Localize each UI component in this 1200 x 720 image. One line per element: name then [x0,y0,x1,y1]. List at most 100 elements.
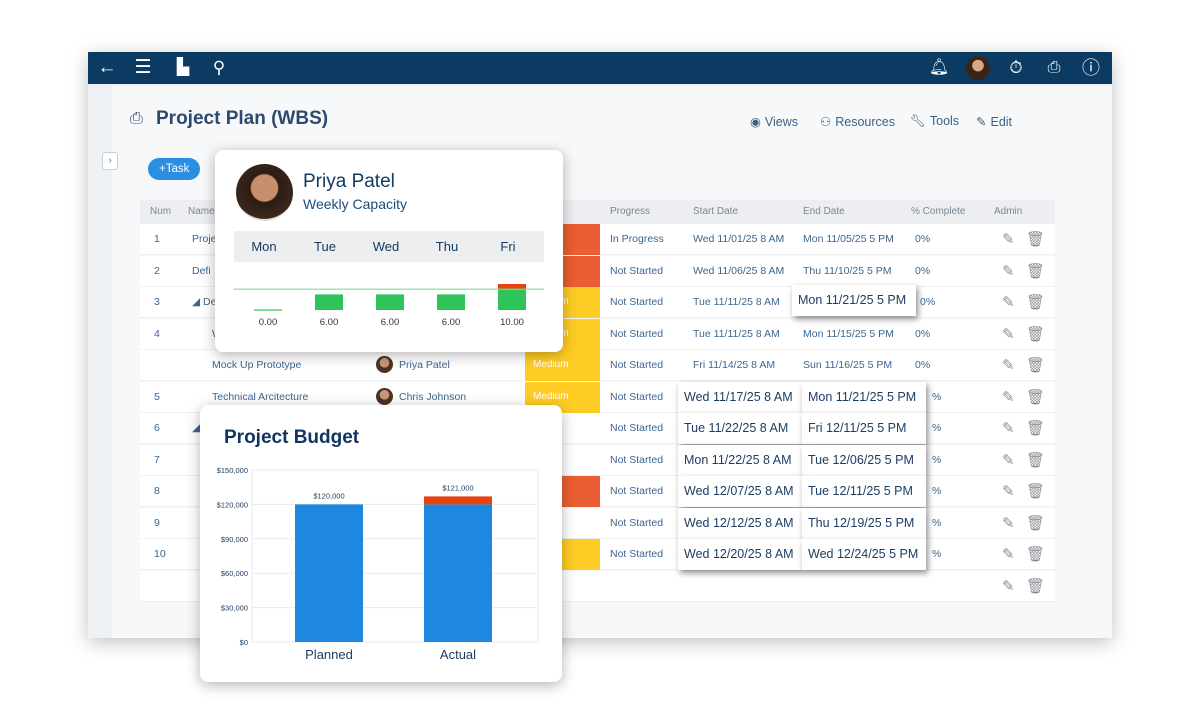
task-name[interactable]: Mock Up Prototype [212,359,302,371]
delete-icon[interactable]: 🗑︎ [1026,388,1046,406]
end-date-popped[interactable]: Tue 12/06/25 5 PM [802,444,926,476]
pct-complete: % [932,390,942,403]
header-name[interactable]: Name [188,206,215,217]
pct-complete: % [932,516,942,529]
action-resources[interactable]: ⚇ Resources [820,114,895,129]
edit-icon[interactable]: ✎ [1002,483,1015,500]
avatar [236,164,293,221]
start-date[interactable]: Wed 11/06/25 8 AM [693,264,785,277]
action-edit[interactable]: ✎ Edit [976,114,1012,129]
edit-icon[interactable]: ✎ [1002,577,1015,595]
pct-complete: 0% [915,233,931,245]
resource-name[interactable]: Chris Johnson [399,390,467,403]
edit-icon[interactable]: ✎ [1002,420,1015,437]
overload-bar [498,284,526,290]
pct-complete: 0% [915,359,931,371]
stopwatch-icon[interactable]: ⏱︎ [1009,58,1023,77]
search-icon[interactable]: ⚲ [212,58,226,77]
y-tick-label: $60,000 [221,569,248,578]
day-tue: Tue [314,239,336,254]
delete-icon[interactable]: 🗑︎ [1026,577,1046,595]
start-date[interactable]: Tue 11/11/25 8 AM [693,327,780,340]
edit-icon[interactable]: ✎ [1002,514,1015,532]
edit-icon[interactable]: ✎ [1002,262,1015,280]
bell-icon[interactable]: 🔔︎ [928,59,950,76]
start-date[interactable]: Fri 11/14/25 8 AM [693,359,776,371]
day-header: Mon Tue Wed Thu Fri [234,231,544,262]
delete-icon[interactable]: 🗑︎ [1026,514,1046,532]
action-label: Edit [990,115,1013,129]
action-views[interactable]: ◉ Views [750,114,798,129]
end-date[interactable]: Thu 11/10/25 5 PM [803,264,892,277]
start-date-popped[interactable]: Wed 12/07/25 8 AM [678,476,802,507]
edit-icon[interactable]: ✎ [1002,357,1015,374]
day-fri: Fri [500,239,516,254]
end-date-popped[interactable]: Tue 12/11/25 5 PM [802,476,926,507]
delete-icon[interactable]: 🗑︎ [1026,546,1046,563]
progress-status: Not Started [610,264,664,277]
edit-icon[interactable]: ✎ [1002,325,1015,343]
header-start-date[interactable]: Start Date [693,206,739,217]
end-date-popped[interactable]: Mon 11/21/25 5 PM [792,285,916,316]
hours-label: 0.00 [259,317,278,328]
start-date[interactable]: Wed 11/01/25 8 AM [693,233,785,245]
header-admin[interactable]: Admin [994,206,1023,217]
hours-label: 6.00 [442,317,461,328]
table-row[interactable]: Mock Up Prototype Priya Patel Medium Not St… [140,350,1055,381]
progress-status: Not Started [610,359,664,371]
resource-name[interactable]: Priya Patel [399,359,450,371]
edit-icon[interactable]: ✎ [1002,388,1015,406]
capacity-bar [437,294,465,310]
end-date-popped[interactable]: Wed 12/24/25 5 PM [802,539,926,570]
bar-planned [295,504,363,642]
start-date-popped[interactable]: Wed 12/20/25 8 AM [678,539,802,570]
end-date-popped[interactable]: Mon 11/21/25 5 PM [802,381,926,413]
day-wed: Wed [372,239,400,254]
delete-icon[interactable]: 🗑︎ [1026,262,1046,280]
add-task-button[interactable]: +Task [148,158,201,180]
edit-icon[interactable]: ✎ [1002,231,1015,248]
start-date-popped[interactable]: Wed 11/17/25 8 AM [678,381,802,413]
end-date-popped[interactable]: Fri 12/11/25 5 PM [802,413,926,444]
end-date[interactable]: Mon 11/05/25 5 PM [803,233,894,245]
edit-icon[interactable]: ✎ [1002,451,1015,469]
delete-icon[interactable]: 🗑︎ [1026,325,1046,343]
row-num: 4 [154,327,160,340]
task-name[interactable]: ◢ De [192,296,217,308]
end-date[interactable]: Sun 11/16/25 5 PM [803,359,893,371]
header-pct-complete[interactable]: % Complete [911,206,966,217]
edit-icon[interactable]: ✎ [1002,546,1015,563]
header-end-date[interactable]: End Date [803,206,845,217]
delete-icon[interactable]: 🗑︎ [1026,294,1046,311]
pct-complete: % [932,548,942,560]
delete-icon[interactable]: 🗑︎ [1026,231,1046,248]
edit-icon[interactable]: ✎ [1002,294,1015,311]
start-date-popped[interactable]: Tue 11/22/25 8 AM [678,413,802,444]
delete-icon[interactable]: 🗑︎ [1026,420,1046,437]
header-progress[interactable]: Progress [610,206,651,217]
task-name[interactable]: Technical Arcitecture [212,390,309,403]
row-num: 3 [154,296,160,308]
action-tools[interactable]: 🔧︎ Tools [910,114,959,129]
delete-icon[interactable]: 🗑︎ [1026,483,1046,500]
user-avatar[interactable] [966,56,990,80]
delete-icon[interactable]: 🗑︎ [1026,357,1046,374]
task-name[interactable]: Proje [192,233,217,245]
delete-icon[interactable]: 🗑︎ [1026,451,1046,469]
task-name[interactable]: Defi [192,264,211,277]
end-date-popped[interactable]: Thu 12/19/25 5 PM [802,507,926,539]
print-icon[interactable]: ⎙ [1047,59,1061,76]
progress-status: Not Started [610,453,664,466]
start-date-popped[interactable]: Wed 12/12/25 8 AM [678,507,802,539]
back-arrow-icon[interactable]: ← [97,57,117,78]
menu-icon[interactable]: ☰ [134,57,152,78]
start-date-popped[interactable]: Mon 11/22/25 8 AM [678,444,802,476]
chart-icon[interactable]: ▙ [176,59,190,76]
header-num[interactable]: Num [150,206,172,217]
start-date[interactable]: Tue 11/11/25 8 AM [693,296,780,308]
help-icon[interactable]: ⓘ [1082,58,1100,78]
sidebar-toggle[interactable]: › [102,152,118,170]
end-date[interactable]: Mon 11/15/25 5 PM [803,327,894,340]
top-bar: ← ☰ ▙ ⚲ 🔔︎ ⏱︎ ⎙ ⓘ [88,52,1112,84]
bar-actual [424,504,492,642]
